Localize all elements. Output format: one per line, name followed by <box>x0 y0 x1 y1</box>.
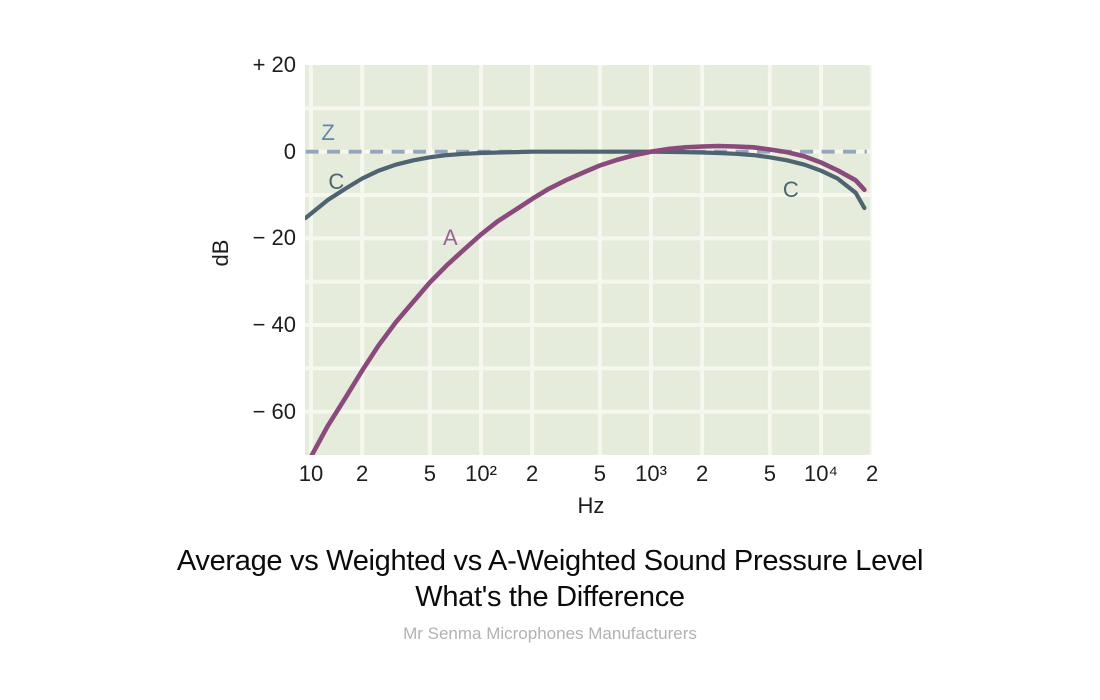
y-tick-label: 0 <box>283 138 296 164</box>
curve-c <box>305 149 867 221</box>
x-tick-label: 2 <box>866 461 879 486</box>
grid <box>305 65 872 455</box>
x-tick-label: 10⁴ <box>804 461 838 486</box>
x-tick-label: 5 <box>593 461 606 486</box>
curve-a <box>309 143 867 455</box>
y-axis-title: dB <box>208 239 233 267</box>
y-tick-label: − 40 <box>252 312 296 337</box>
x-tick-label: 10³ <box>635 461 667 486</box>
x-tick-label: 10 <box>298 461 324 486</box>
curves <box>305 143 867 455</box>
x-axis-title: Hz <box>577 493 605 518</box>
plot-panel <box>305 65 872 455</box>
x-tick-label: 2 <box>356 461 369 486</box>
y-tick-label: + 20 <box>252 52 296 77</box>
chart-subtitle: Mr Senma Microphones Manufacturers <box>403 624 697 643</box>
y-tick-label: − 20 <box>252 225 296 251</box>
curve-letter-a: A <box>442 225 458 251</box>
curve-letter-z: Z <box>321 120 335 146</box>
chart-title-line-2: What's the Difference <box>415 581 685 613</box>
x-tick-label: 5 <box>763 461 776 486</box>
x-tick-label: 5 <box>423 461 436 486</box>
y-tick-label: − 60 <box>252 398 296 424</box>
chart-title-line-1: Average vs Weighted vs A-Weighted Sound … <box>176 545 924 577</box>
x-tick-label: 2 <box>526 461 539 486</box>
x-tick-label: 2 <box>696 461 709 486</box>
x-tick-label: 10² <box>465 461 497 486</box>
curve-letter-c: C <box>782 176 799 202</box>
curve-letter-c: C <box>328 169 345 194</box>
